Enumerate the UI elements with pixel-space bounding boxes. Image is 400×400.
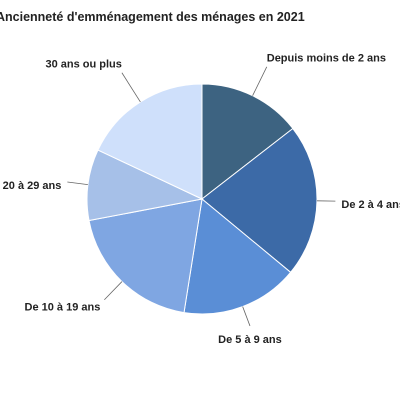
leader-line: [242, 306, 251, 327]
slice-label: Depuis moins de 2 ans: [267, 53, 386, 65]
slice-label: De 5 à 9 ans: [218, 334, 282, 346]
pie-slice[interactable]: [86, 149, 204, 222]
slice-labels: Depuis moins de 2 ans De 2 à 4 ans De 5 à …: [0, 53, 400, 346]
leader-line: [67, 181, 88, 185]
pie-slice[interactable]: [183, 198, 292, 315]
slice-label: De 10 à 19 ans: [25, 302, 101, 314]
leader-line: [252, 66, 268, 96]
pie-slice[interactable]: [97, 83, 203, 200]
slice-label: De 2 à 4 ans: [341, 199, 400, 211]
leader-line: [121, 72, 141, 103]
pie-slices: [86, 83, 318, 315]
slice-label: 30 ans ou plus: [45, 59, 121, 71]
pie-slice[interactable]: [201, 83, 294, 201]
slice-label: De 20 à 29 ans: [0, 180, 61, 192]
pie-slice[interactable]: [88, 198, 203, 314]
leader-line: [104, 281, 123, 301]
chart-title: Ancienneté d'emménagement des ménages en…: [0, 10, 305, 24]
leader-lines: [67, 66, 336, 327]
